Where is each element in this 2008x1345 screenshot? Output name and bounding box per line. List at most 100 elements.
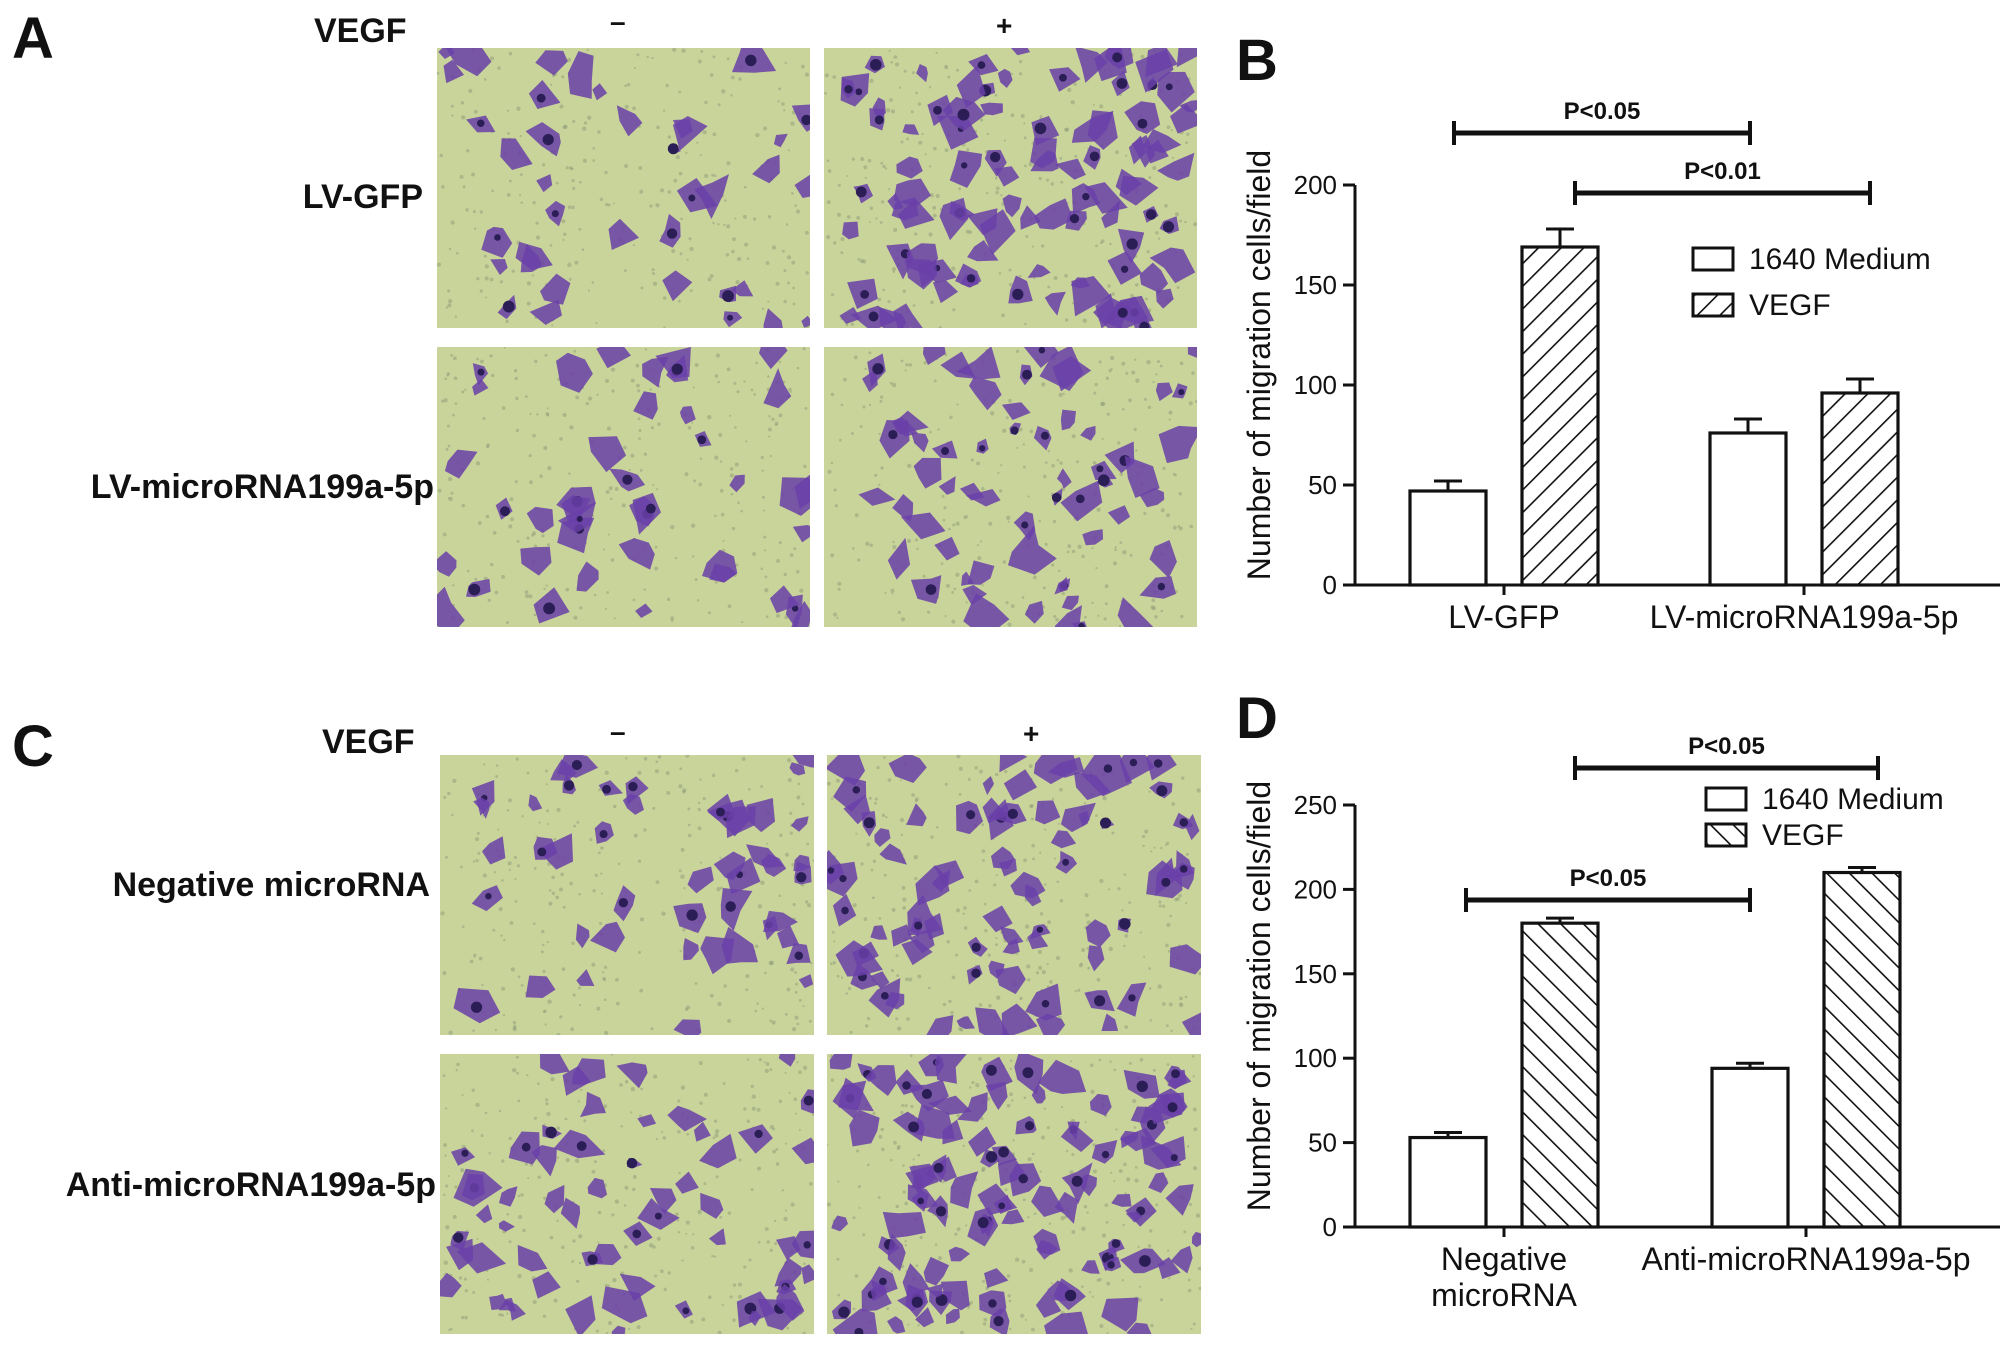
membrane-pore: [709, 993, 714, 998]
membrane-pore: [951, 619, 956, 624]
migrated-cell: [1035, 800, 1061, 825]
migrated-cell: [879, 843, 907, 865]
migrated-cell: [535, 50, 568, 76]
panel-letter-a: A: [12, 6, 54, 71]
membrane-pore: [944, 148, 949, 153]
membrane-pore: [895, 1017, 899, 1021]
membrane-pore: [501, 406, 506, 410]
membrane-pore: [1044, 542, 1048, 546]
membrane-pore: [652, 281, 658, 286]
membrane-pore: [982, 1279, 986, 1283]
membrane-pore: [605, 202, 609, 207]
x-category-label: LV-microRNA199a-5p: [1650, 599, 1959, 635]
membrane-pore: [733, 381, 737, 385]
migrated-cell: [991, 846, 1015, 870]
cell-nucleus: [852, 786, 861, 794]
migrated-cell: [827, 755, 865, 786]
membrane-pore: [636, 1325, 641, 1330]
cell-nucleus: [902, 1081, 911, 1090]
membrane-pore: [895, 1204, 899, 1209]
membrane-pore: [803, 464, 807, 469]
membrane-pore: [1186, 132, 1190, 136]
membrane-pore: [940, 562, 944, 565]
membrane-pore: [527, 1177, 530, 1180]
migrated-cell: [662, 270, 693, 302]
membrane-pore: [1179, 219, 1182, 223]
membrane-pore: [711, 173, 715, 177]
membrane-pore: [546, 543, 551, 547]
membrane-pore: [713, 1119, 718, 1123]
cell-nucleus: [888, 429, 898, 440]
membrane-pore: [671, 249, 676, 254]
membrane-pore: [679, 767, 683, 771]
membrane-pore: [1131, 370, 1136, 375]
membrane-pore: [951, 975, 956, 980]
membrane-pore: [892, 544, 897, 550]
membrane-pore: [621, 503, 626, 508]
migrated-cell: [940, 1280, 970, 1311]
membrane-pore: [1145, 297, 1149, 301]
membrane-pore: [824, 73, 829, 78]
membrane-pore: [1073, 82, 1077, 86]
membrane-pore: [678, 1171, 681, 1175]
migrated-cell: [801, 1264, 814, 1285]
membrane-pore: [484, 296, 487, 299]
membrane-pore: [830, 553, 835, 558]
membrane-pore: [995, 943, 999, 947]
membrane-pore: [799, 588, 804, 593]
membrane-pore: [1150, 605, 1155, 610]
membrane-pore: [785, 223, 789, 226]
membrane-pore: [643, 828, 647, 832]
membrane-pore: [694, 982, 698, 985]
membrane-pore: [658, 385, 661, 388]
membrane-pore: [603, 978, 606, 982]
membrane-pore: [696, 141, 699, 144]
migrated-cell: [723, 311, 743, 328]
membrane-pore: [1084, 615, 1087, 619]
membrane-pore: [857, 257, 861, 261]
migrated-cell: [934, 1054, 967, 1084]
membrane-pore: [786, 1326, 790, 1330]
membrane-pore: [783, 269, 787, 273]
membrane-pore: [475, 859, 479, 863]
membrane-pore: [867, 158, 872, 163]
membrane-pore: [489, 56, 495, 61]
cell-nucleus: [1058, 73, 1067, 82]
migrated-cell: [969, 376, 1002, 411]
membrane-pore: [472, 209, 476, 214]
membrane-pore: [954, 953, 959, 957]
membrane-pore: [1100, 402, 1105, 407]
membrane-pore: [1056, 880, 1060, 884]
membrane-pore: [951, 590, 955, 594]
migrated-cell: [731, 280, 754, 297]
membrane-pore: [921, 132, 924, 136]
y-tick-label: 250: [1294, 790, 1337, 820]
membrane-pore: [1067, 544, 1072, 549]
cell-nucleus: [502, 300, 515, 313]
membrane-pore: [512, 1027, 517, 1032]
membrane-pore: [845, 992, 849, 995]
membrane-pore: [681, 48, 686, 53]
membrane-pore: [761, 307, 765, 310]
cell-nucleus: [803, 1241, 811, 1249]
membrane-pore: [893, 1140, 897, 1145]
membrane-pore: [1095, 244, 1098, 248]
membrane-pore: [788, 387, 792, 392]
membrane-pore: [1184, 995, 1188, 999]
membrane-pore: [859, 258, 864, 264]
cell-nucleus: [869, 58, 882, 71]
membrane-pore: [889, 98, 893, 102]
membrane-pore: [1121, 909, 1124, 912]
membrane-pore: [929, 430, 932, 434]
cell-nucleus: [476, 119, 485, 128]
membrane-pore: [1000, 464, 1003, 467]
membrane-pore: [700, 50, 704, 53]
membrane-pore: [772, 1149, 776, 1154]
membrane-pore: [526, 771, 530, 775]
membrane-pore: [1134, 1178, 1139, 1183]
migrated-cell: [1031, 1185, 1065, 1217]
membrane-pore: [1179, 361, 1184, 366]
membrane-pore: [561, 967, 566, 971]
membrane-pore: [623, 1204, 627, 1207]
membrane-pore: [765, 1062, 770, 1066]
